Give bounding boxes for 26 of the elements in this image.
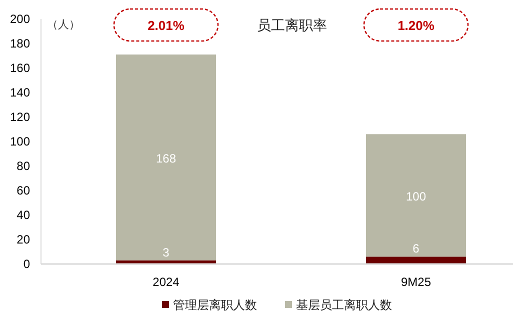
y-tick-label: 100 [10, 134, 30, 148]
data-label: 100 [406, 189, 426, 204]
y-tick-label: 20 [16, 232, 30, 246]
bar [366, 256, 466, 264]
data-label: 168 [156, 151, 176, 166]
bar [116, 54, 216, 260]
y-tick-label: 0 [23, 257, 30, 271]
y-tick-label: 40 [16, 208, 30, 222]
data-label: 3 [162, 245, 170, 260]
y-tick-label: 120 [10, 110, 30, 124]
y-axis-title: （人） [47, 19, 80, 31]
y-tick-label: 160 [10, 61, 30, 75]
data-label: 6 [412, 242, 420, 256]
y-tick-label: 200 [10, 12, 30, 26]
y-tick-label: 140 [10, 86, 30, 100]
legend-label: 基层员工离职人数 [296, 298, 392, 312]
annotation: 2.01% [148, 18, 185, 33]
bar [366, 134, 466, 257]
legend-label: 管理层离职人数 [173, 298, 257, 312]
y-tick-label: 80 [16, 159, 30, 173]
annotation: 1.20% [398, 18, 435, 33]
y-tick-label: 60 [16, 184, 30, 198]
x-tick-label: 9M25 [400, 275, 432, 289]
x-tick-label: 2024 [152, 275, 180, 289]
y-tick-label: 180 [10, 36, 30, 50]
annotation: 员工离职率 [257, 17, 327, 33]
